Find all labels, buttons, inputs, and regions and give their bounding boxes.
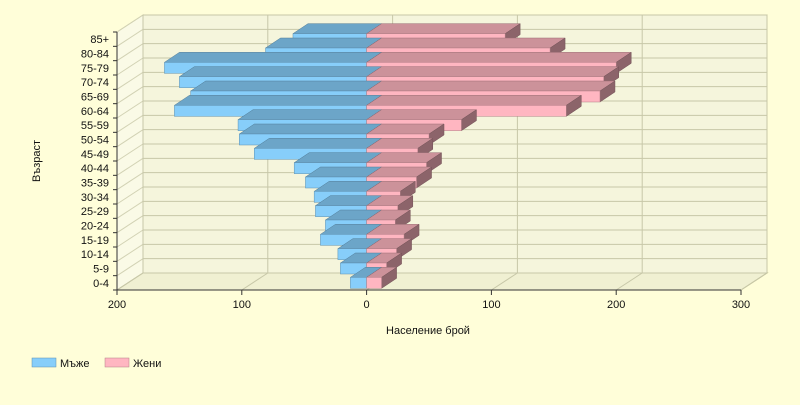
grid-line-h-side [116, 57, 144, 76]
grid-line-h-side [116, 172, 144, 191]
y-tick-label: 65-69 [81, 92, 109, 104]
grid-line-h-side [116, 186, 144, 205]
bar-men-top [292, 23, 383, 34]
y-tick-label: 25-29 [81, 206, 109, 218]
x-tick-label: 0 [364, 299, 370, 311]
x-tick-label: 100 [233, 299, 251, 311]
legend-label: Жени [133, 358, 161, 370]
y-tick-label: 45-49 [81, 149, 109, 161]
y-tick-label: 15-19 [81, 235, 109, 247]
grid-line-h-side [116, 143, 144, 162]
bar-women-top [365, 52, 633, 63]
y-tick-label: 60-64 [81, 106, 109, 118]
grid-line-h-side [116, 215, 144, 234]
bar-women-top [365, 95, 583, 106]
bar-men-top [253, 138, 383, 149]
y-tick-label: 30-34 [81, 192, 109, 204]
y-axis-title: Възраст [31, 140, 43, 182]
bar-men-top [163, 52, 383, 63]
grid-line-v-floor [241, 272, 269, 291]
legend-swatch [104, 357, 130, 368]
bar-women-top [365, 109, 478, 120]
grid-line-h-side [116, 100, 144, 119]
grid-line-h-side [116, 200, 144, 219]
grid-line-h-side [116, 114, 144, 133]
grid-line-h-side [116, 14, 144, 33]
bar-women-top [365, 80, 616, 92]
y-tick-label: 80-84 [81, 49, 109, 61]
grid-line-v-floor [116, 272, 144, 291]
bar-men [350, 277, 367, 289]
bar-men-top [173, 95, 383, 106]
bar-women-top [365, 23, 521, 34]
grid-line-v-floor [740, 272, 768, 291]
y-tick-label: 20-24 [81, 221, 109, 233]
grid-line-h-side [116, 28, 144, 47]
bar-men-top [237, 109, 383, 120]
bar-women-top [365, 37, 566, 49]
grid-line-h-side [116, 258, 144, 277]
grid-line-v-floor [491, 272, 518, 291]
y-tick-label: 75-79 [81, 63, 109, 75]
grid-line-h-side [116, 86, 144, 105]
bar-men-top [264, 37, 383, 49]
y-tick-label: 5-9 [93, 264, 109, 276]
bar-women-top [365, 66, 620, 77]
x-tick-label: 200 [607, 299, 625, 311]
y-tick-label: 70-74 [81, 77, 109, 89]
y-tick-label: 40-44 [81, 163, 109, 175]
grid-line-v-floor [615, 272, 643, 291]
y-tick-label: 35-39 [81, 178, 109, 190]
grid-line-h-side [116, 71, 144, 90]
bar-men-top [178, 66, 383, 77]
x-tick-label: 100 [482, 299, 500, 311]
y-tick-label: 55-59 [81, 120, 109, 132]
legend-label: Мъже [60, 358, 90, 370]
grid-line-h-side [116, 129, 144, 148]
x-tick-label: 200 [108, 299, 126, 311]
legend-swatch [31, 357, 57, 368]
x-tick-label: 300 [732, 299, 750, 311]
x-axis-title: Население брой [386, 325, 470, 337]
y-tick-label: 10-14 [81, 249, 109, 261]
y-tick-label: 85+ [90, 34, 109, 46]
y-tick-label: 0-4 [93, 278, 109, 290]
floor [115, 272, 769, 291]
bar-men-top [238, 123, 383, 135]
grid-line-h-side [116, 157, 144, 176]
y-tick-label: 50-54 [81, 135, 109, 147]
bar-women [366, 277, 382, 289]
grid-line-h-side [116, 243, 144, 262]
grid-line-h-side [116, 229, 144, 248]
grid-line-h-side [116, 43, 144, 62]
bar-men-top [189, 80, 383, 92]
